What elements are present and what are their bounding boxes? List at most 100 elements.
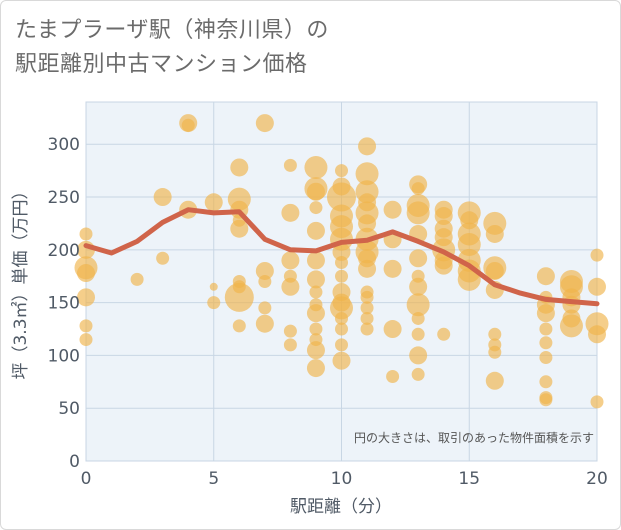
- data-point: [335, 322, 348, 336]
- chart-title-line2: 駅距離別中古マンション価格: [15, 52, 308, 77]
- data-point: [457, 267, 481, 291]
- data-point: [358, 214, 377, 233]
- data-point: [434, 207, 453, 226]
- data-point: [79, 333, 93, 347]
- data-point: [224, 282, 254, 312]
- data-point: [281, 251, 300, 270]
- x-tick-label: 0: [81, 469, 92, 489]
- data-point: [406, 201, 430, 225]
- data-point: [485, 261, 504, 280]
- data-point: [207, 296, 221, 310]
- data-point: [360, 290, 374, 304]
- data-point: [232, 319, 246, 333]
- data-point: [409, 249, 428, 268]
- data-point: [281, 203, 300, 222]
- data-point: [255, 314, 274, 333]
- data-point: [153, 188, 172, 207]
- y-ticks: 0 50 100 150 200 250 300: [48, 135, 80, 472]
- data-point: [335, 338, 348, 352]
- data-point: [590, 395, 604, 409]
- data-point: [306, 221, 325, 240]
- data-point: [457, 233, 481, 257]
- data-point: [588, 325, 606, 344]
- data-point: [383, 259, 402, 278]
- data-point: [309, 322, 323, 336]
- data-point: [406, 293, 430, 317]
- y-tick-label: 300: [48, 135, 80, 155]
- data-point: [230, 158, 249, 177]
- data-point: [488, 327, 502, 341]
- data-point: [306, 359, 325, 378]
- data-point: [204, 193, 223, 212]
- data-point: [488, 345, 502, 359]
- data-point: [386, 370, 400, 384]
- average-line: [83, 207, 600, 307]
- data-point: [306, 182, 325, 201]
- data-point: [79, 319, 93, 333]
- data-point: [409, 277, 428, 296]
- data-point: [332, 242, 351, 261]
- x-tick-label: 20: [586, 469, 608, 489]
- data-point: [156, 251, 170, 265]
- data-point: [539, 322, 553, 336]
- chart-title-line1: たまプラーザ駅（神奈川県）の: [15, 18, 329, 43]
- data-point: [306, 251, 325, 270]
- data-point: [283, 324, 297, 338]
- data-point: [258, 301, 272, 315]
- data-point: [485, 224, 504, 243]
- data-point: [411, 327, 425, 341]
- data-point: [335, 164, 348, 178]
- data-point: [335, 255, 348, 269]
- data-point: [588, 277, 606, 296]
- data-point: [79, 227, 93, 241]
- data-point: [330, 296, 353, 320]
- chart-title: たまプラーザ駅（神奈川県）の 駅距離別中古マンション価格: [15, 14, 329, 82]
- data-point: [360, 311, 374, 325]
- data-point: [130, 272, 144, 286]
- data-point: [355, 162, 379, 186]
- data-point: [539, 393, 553, 407]
- size-note: 円の大きさは、取引のあった物件面積を示す: [354, 430, 594, 445]
- data-point: [360, 301, 374, 315]
- data-point: [539, 336, 553, 350]
- data-point: [306, 304, 325, 323]
- data-point: [306, 341, 325, 360]
- data-point: [358, 137, 377, 156]
- data-point: [409, 346, 428, 365]
- data-point: [434, 256, 453, 275]
- x-tick-label: 5: [208, 469, 219, 489]
- y-tick-label: 150: [48, 294, 80, 314]
- y-tick-label: 100: [48, 346, 80, 366]
- data-point: [590, 248, 604, 262]
- y-tick-label: 250: [48, 188, 80, 208]
- data-point: [258, 275, 272, 288]
- y-axis-label: 坪（3.3㎡）単価（万円）: [11, 182, 31, 379]
- bubble-layer: [74, 114, 609, 409]
- data-point: [281, 277, 300, 296]
- data-point: [309, 285, 323, 299]
- data-point: [539, 351, 553, 365]
- data-point: [230, 219, 249, 238]
- data-point: [327, 182, 356, 212]
- y-tick-label: 0: [69, 452, 80, 472]
- data-point: [335, 311, 348, 325]
- data-point: [536, 304, 555, 323]
- data-point: [306, 270, 325, 289]
- data-point: [332, 351, 351, 370]
- data-point: [411, 182, 425, 196]
- data-point: [181, 118, 195, 132]
- x-tick-label: 15: [458, 469, 480, 489]
- data-point: [383, 200, 402, 219]
- data-point: [255, 114, 274, 133]
- y-tick-label: 200: [48, 241, 80, 261]
- data-point: [304, 155, 328, 179]
- data-point: [485, 371, 504, 390]
- y-tick-label: 50: [58, 399, 80, 419]
- data-point: [536, 267, 555, 286]
- data-point: [335, 269, 348, 283]
- data-point: [539, 375, 553, 389]
- data-point: [411, 367, 425, 381]
- data-point: [358, 259, 377, 278]
- data-point: [360, 322, 374, 336]
